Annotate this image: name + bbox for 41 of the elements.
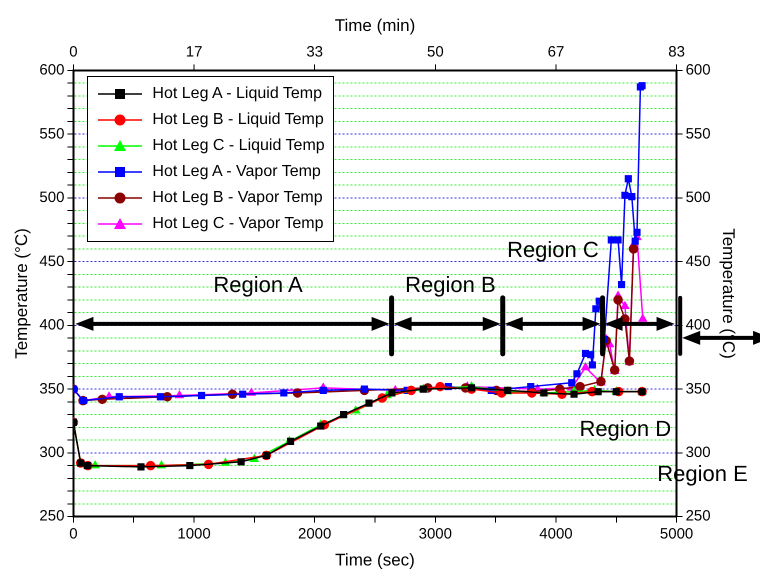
x2-tick-label: 83	[668, 44, 685, 61]
x-tick-label: 5000	[660, 526, 694, 543]
y-tick-label: 350	[39, 380, 64, 398]
x2-axis-title: Time (min)	[334, 16, 416, 35]
y2-tick-label: 600	[686, 62, 711, 79]
legend-label: Hot Leg A - Liquid Temp	[152, 84, 322, 104]
legend-label: Hot Leg B - Vapor Temp	[152, 188, 323, 208]
y2-tick-label: 450	[686, 252, 711, 270]
y-tick-label: 450	[39, 252, 64, 270]
x2-tick-label: 33	[306, 44, 324, 61]
annotation: Region A	[213, 272, 303, 298]
y2-tick-label: 500	[686, 189, 711, 206]
y-tick-label: 250	[39, 508, 64, 525]
legend-label: Hot Leg A - Vapor Temp	[152, 162, 321, 182]
x-tick-label: 2000	[298, 526, 332, 543]
x2-tick-label: 17	[186, 44, 202, 61]
y-tick-label: 500	[39, 189, 64, 206]
legend-label: Hot Leg C - Vapor Temp	[152, 214, 324, 234]
legend-label: Hot Leg B - Liquid Temp	[152, 110, 324, 130]
annotation: Region B	[405, 272, 496, 298]
y2-tick-label: 300	[686, 444, 711, 461]
y-tick-label: 600	[39, 62, 64, 79]
x-axis-title: Time (sec)	[335, 550, 415, 570]
x2-tick-label: 67	[548, 44, 564, 61]
x-tick-label: 0	[69, 526, 78, 543]
y-axis-title: Temperature (°C)	[12, 228, 31, 359]
legend-label: Hot Leg C - Liquid Temp	[152, 136, 325, 156]
y2-tick-label: 250	[686, 508, 711, 525]
x-tick-label: 4000	[539, 526, 573, 543]
y-tick-label: 400	[39, 316, 64, 334]
y-tick-label: 550	[39, 125, 64, 142]
y2-tick-label: 550	[686, 125, 711, 142]
x2-tick-label: 0	[69, 44, 78, 61]
y2-tick-label: 400	[686, 316, 711, 334]
annotation: Region C	[507, 236, 599, 263]
y2-tick-label: 350	[686, 380, 711, 398]
y-tick-label: 300	[39, 444, 64, 461]
x-tick-label: 1000	[177, 526, 211, 543]
x-tick-label: 3000	[418, 526, 452, 543]
x2-tick-label: 50	[426, 44, 444, 61]
annotation: Region D	[579, 416, 672, 442]
